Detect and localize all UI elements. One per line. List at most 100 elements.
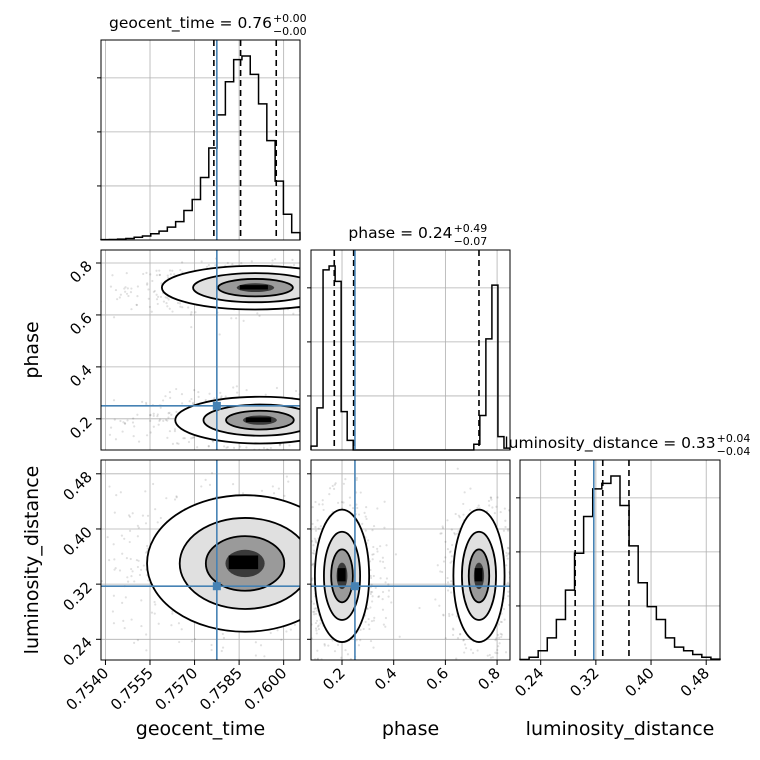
sample-point <box>210 643 213 647</box>
sample-point <box>304 611 306 613</box>
sample-point <box>446 548 450 551</box>
sample-point <box>285 630 288 633</box>
sample-point <box>320 433 322 435</box>
sample-point <box>349 504 352 507</box>
sample-point <box>400 624 402 626</box>
sample-point <box>313 607 316 610</box>
sample-point <box>312 299 314 301</box>
sample-point <box>180 628 183 631</box>
sample-point <box>496 648 499 652</box>
sample-point <box>369 576 373 580</box>
panel-2d-phase-luminosity_distance <box>304 459 524 684</box>
sample-point <box>306 595 308 597</box>
sample-point <box>125 271 128 275</box>
sample-point <box>254 654 257 657</box>
sample-point <box>113 511 116 514</box>
sample-point <box>372 420 374 422</box>
sample-point <box>405 279 407 281</box>
sample-point <box>340 435 342 437</box>
contour-line <box>225 409 295 431</box>
sample-point <box>357 423 359 425</box>
y-axis-label: phase <box>21 321 43 378</box>
sample-point <box>133 580 136 583</box>
sample-point <box>323 642 326 646</box>
sample-point <box>394 553 398 556</box>
sample-point <box>313 261 315 263</box>
sample-point <box>121 430 124 433</box>
sample-point <box>177 442 180 445</box>
sample-point <box>169 396 172 400</box>
truth-marker <box>212 582 221 591</box>
sample-point <box>112 399 116 402</box>
sample-point <box>496 496 499 499</box>
sample-point <box>456 637 460 640</box>
sample-point <box>328 425 330 427</box>
sample-point <box>132 417 135 420</box>
sample-point <box>140 568 143 571</box>
sample-point <box>301 419 303 421</box>
sample-point <box>358 283 360 285</box>
sample-point <box>506 528 510 531</box>
sample-point <box>373 616 376 620</box>
sample-point <box>337 411 339 413</box>
sample-point <box>317 627 320 631</box>
sample-point <box>318 531 320 533</box>
sample-point <box>439 570 442 573</box>
sample-point <box>325 409 327 411</box>
sample-point <box>387 293 389 295</box>
sample-point <box>316 308 318 310</box>
sample-point <box>516 561 518 563</box>
sample-point <box>496 633 500 637</box>
sample-point <box>126 419 129 422</box>
sample-point <box>307 407 309 409</box>
sample-point <box>371 595 374 598</box>
contour-line <box>178 517 300 610</box>
sample-point <box>159 418 162 421</box>
sample-point <box>315 398 317 400</box>
sample-point <box>211 440 215 443</box>
x-tick-label: 0.8 <box>474 664 504 694</box>
sample-point <box>200 485 203 488</box>
sample-point <box>363 418 365 420</box>
sample-point <box>304 538 306 540</box>
sample-point <box>352 682 354 684</box>
sample-point <box>308 283 310 285</box>
sample-point <box>399 592 401 594</box>
sample-point <box>124 596 127 599</box>
sample-point <box>131 570 134 573</box>
panel-frame <box>310 459 511 661</box>
sample-point <box>304 416 306 418</box>
sample-point <box>204 478 207 482</box>
sample-point <box>112 594 115 597</box>
sample-point <box>356 506 359 510</box>
sample-point <box>192 436 195 439</box>
sample-point <box>168 269 172 272</box>
sample-point <box>145 401 148 404</box>
title-text: phase = 0.24 <box>348 224 452 242</box>
contour-line <box>174 395 300 445</box>
sample-point <box>522 557 524 559</box>
sample-point <box>269 446 272 450</box>
x-tick-label: 0.32 <box>566 664 602 700</box>
sample-point <box>130 567 133 571</box>
sample-point <box>398 635 401 638</box>
sample-point <box>365 277 367 279</box>
title-plus: +0.00 <box>273 12 307 25</box>
y-tick-label: 0.40 <box>59 523 95 559</box>
sample-point <box>210 648 213 652</box>
sample-point <box>383 566 386 570</box>
sample-point <box>307 607 309 609</box>
panel-hist-luminosity_distance: luminosity_distance = 0.33 +0.04−0.04 <box>504 432 750 661</box>
sample-point <box>381 263 383 265</box>
contour-line <box>146 494 300 633</box>
sample-point <box>380 431 382 433</box>
sample-point <box>145 633 148 636</box>
sample-point <box>133 641 136 645</box>
sample-point <box>337 423 339 425</box>
sample-point <box>308 624 310 626</box>
sample-point <box>149 414 152 417</box>
y-tick-label: 0.32 <box>59 578 95 614</box>
sample-point <box>157 423 160 426</box>
sample-point <box>376 547 379 550</box>
sample-point <box>122 619 125 622</box>
